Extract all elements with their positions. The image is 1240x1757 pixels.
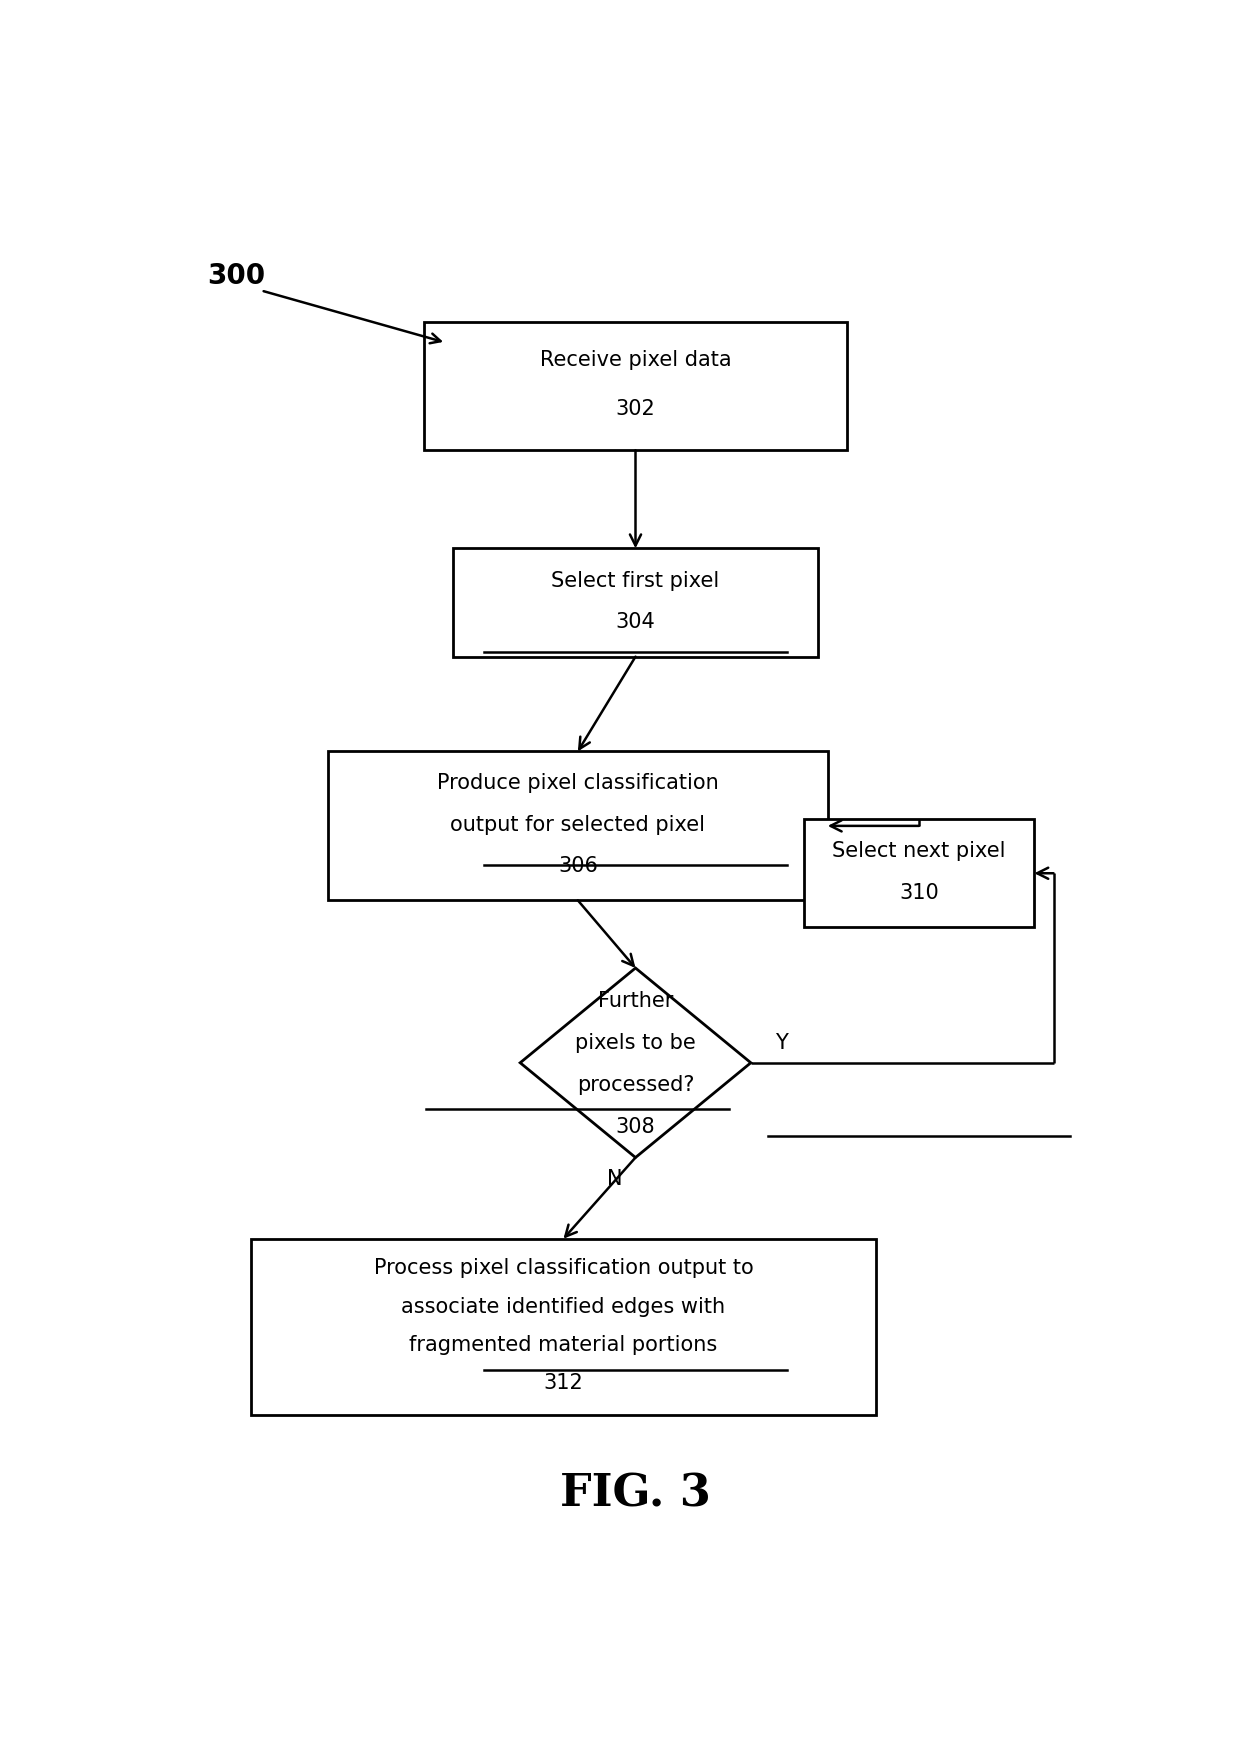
Text: 312: 312 <box>543 1372 583 1392</box>
Text: Produce pixel classification: Produce pixel classification <box>436 773 719 792</box>
Text: Further: Further <box>598 989 673 1010</box>
Text: 300: 300 <box>207 262 265 290</box>
Text: Select first pixel: Select first pixel <box>552 571 719 590</box>
Text: Process pixel classification output to: Process pixel classification output to <box>373 1258 753 1277</box>
Text: Receive pixel data: Receive pixel data <box>539 350 732 369</box>
Text: 306: 306 <box>558 856 598 875</box>
Text: pixels to be: pixels to be <box>575 1031 696 1052</box>
Text: 308: 308 <box>616 1116 655 1137</box>
Text: fragmented material portions: fragmented material portions <box>409 1334 718 1355</box>
Text: output for selected pixel: output for selected pixel <box>450 813 706 835</box>
Text: Y: Y <box>775 1033 787 1052</box>
Text: 302: 302 <box>615 399 656 418</box>
FancyBboxPatch shape <box>424 323 847 452</box>
Text: associate identified edges with: associate identified edges with <box>402 1297 725 1316</box>
Text: processed?: processed? <box>577 1074 694 1095</box>
Text: Select next pixel: Select next pixel <box>832 842 1006 861</box>
Polygon shape <box>521 968 751 1158</box>
FancyBboxPatch shape <box>250 1239 875 1414</box>
FancyBboxPatch shape <box>804 819 1034 928</box>
FancyBboxPatch shape <box>327 752 828 901</box>
Text: FIG. 3: FIG. 3 <box>560 1472 711 1515</box>
Text: N: N <box>606 1168 622 1189</box>
Text: 304: 304 <box>615 611 656 633</box>
FancyBboxPatch shape <box>453 548 818 657</box>
Text: 310: 310 <box>899 882 939 903</box>
